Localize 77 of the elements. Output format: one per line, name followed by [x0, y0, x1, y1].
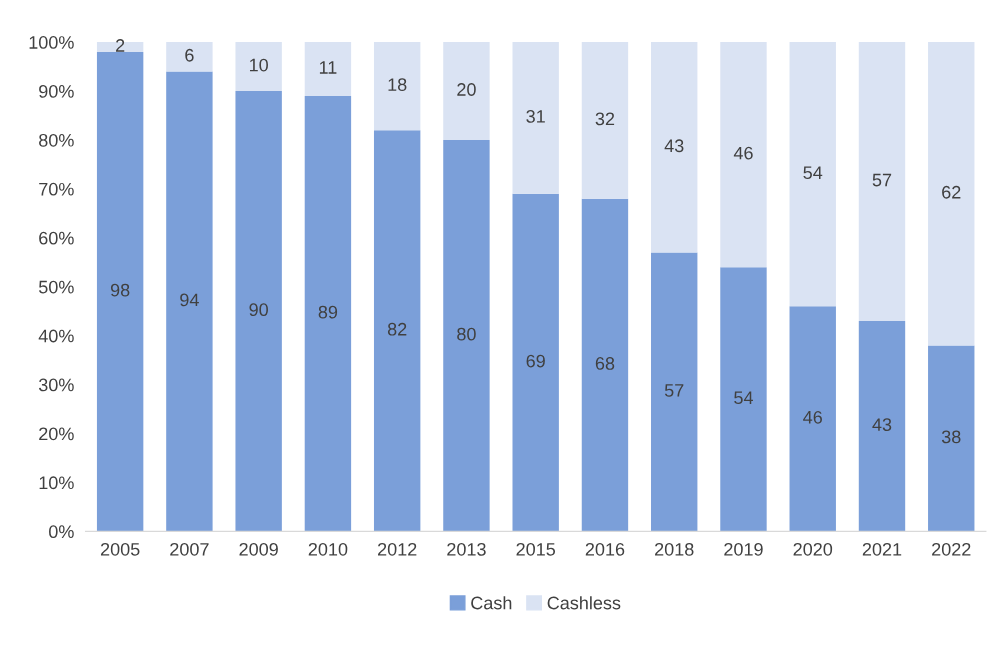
bar — [858, 320, 906, 532]
y-tick-label: 0% — [49, 525, 74, 539]
y-tick-label: 60% — [39, 231, 74, 245]
data-label: 32 — [595, 112, 615, 126]
bar — [373, 42, 421, 131]
bar — [166, 71, 213, 532]
bar — [789, 42, 836, 307]
x-tick-label: 2012 — [378, 542, 417, 556]
bar — [858, 42, 906, 321]
x-tick-label: 2007 — [170, 542, 209, 556]
x-tick-label: 2013 — [447, 542, 486, 556]
y-tick-label: 50% — [38, 280, 74, 294]
data-label: 6 — [185, 48, 194, 62]
data-label: 2 — [116, 39, 125, 52]
x-tick-label: 2021 — [862, 542, 902, 556]
y-tick-label: 40% — [38, 329, 74, 343]
x-tick-label: 2020 — [793, 542, 833, 556]
x-tick-label: 2005 — [100, 542, 140, 556]
bar — [512, 42, 559, 194]
legend-label: Cashless — [547, 596, 621, 610]
bar — [96, 51, 144, 532]
data-label: 62 — [942, 185, 961, 199]
bar — [304, 95, 352, 532]
bar — [928, 345, 975, 532]
bar — [443, 42, 490, 140]
data-label: 80 — [457, 327, 476, 341]
y-tick-label: 70% — [39, 182, 74, 196]
data-label: 54 — [734, 391, 753, 405]
y-tick-label: 80% — [39, 133, 74, 147]
y-tick-label: 20% — [39, 427, 74, 441]
bar — [720, 267, 767, 532]
bar — [166, 42, 213, 72]
data-label: 38 — [941, 430, 961, 444]
bar — [373, 130, 421, 532]
data-label: 43 — [872, 418, 892, 432]
x-tick-label: 2009 — [239, 542, 278, 556]
bar — [443, 139, 490, 532]
bar — [651, 42, 698, 253]
data-label: 68 — [595, 357, 615, 370]
data-label: 31 — [526, 110, 545, 123]
bar — [720, 42, 767, 268]
data-label: 82 — [387, 322, 407, 336]
x-tick-label: 2022 — [932, 542, 971, 556]
x-tick-label: 2016 — [585, 542, 625, 556]
data-label: 90 — [249, 303, 268, 317]
data-label: 89 — [318, 305, 338, 319]
data-label: 46 — [803, 410, 822, 424]
bar — [651, 252, 698, 532]
y-tick-label: 90% — [39, 84, 74, 98]
bar — [928, 42, 975, 346]
y-tick-label: 10% — [39, 476, 74, 490]
data-label: 46 — [733, 146, 753, 160]
bar — [235, 42, 282, 92]
legend-label: Cash — [471, 596, 512, 610]
data-label: 57 — [872, 173, 892, 187]
data-label: 69 — [526, 354, 545, 368]
data-label: 11 — [319, 61, 337, 74]
x-tick-label: 2018 — [655, 542, 694, 556]
data-label: 10 — [249, 58, 268, 72]
y-tick-label: 30% — [38, 378, 74, 392]
data-label: 94 — [180, 293, 199, 307]
x-tick-label: 2010 — [308, 542, 348, 556]
data-label: 98 — [110, 283, 130, 297]
bar — [304, 42, 352, 96]
bar — [789, 306, 836, 532]
data-label: 43 — [664, 139, 684, 153]
bar — [512, 193, 559, 532]
x-tick-label: 2019 — [724, 542, 763, 556]
bar — [235, 91, 282, 532]
y-tick-label: 100% — [29, 36, 74, 49]
bar — [581, 42, 629, 199]
data-label: 54 — [803, 166, 823, 180]
x-tick-label: 2015 — [516, 542, 556, 556]
data-label: 57 — [664, 384, 684, 397]
data-label: 20 — [457, 83, 476, 96]
data-label: 18 — [388, 78, 407, 91]
bar — [581, 198, 629, 532]
